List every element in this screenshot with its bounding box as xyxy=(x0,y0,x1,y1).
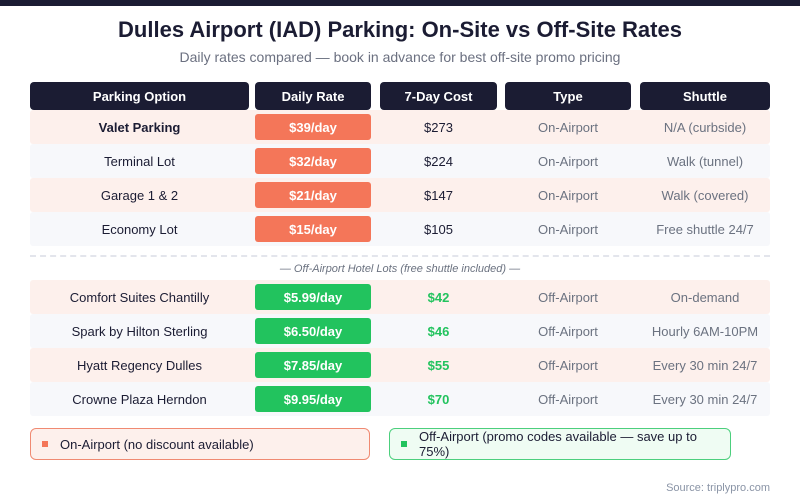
page-subtitle: Daily rates compared — book in advance f… xyxy=(179,49,621,65)
daily-rate-cell: $5.99/day xyxy=(255,280,371,314)
daily-rate-badge: $6.50/day xyxy=(255,318,371,344)
daily-rate-cell: $21/day xyxy=(255,178,371,212)
daily-rate-badge: $39/day xyxy=(255,114,371,140)
shuttle-info: N/A (curbside) xyxy=(663,119,747,135)
table-row: Hyatt Regency Dulles $7.85/day $55 Off-A… xyxy=(30,348,770,382)
legend-square-icon xyxy=(42,441,48,447)
daily-rate-cell: $32/day xyxy=(255,144,371,178)
daily-rate-cell: $9.95/day xyxy=(255,382,371,416)
shuttle-info: Hourly 6AM-10PM xyxy=(651,323,759,339)
parking-option: Hyatt Regency Dulles xyxy=(77,357,202,373)
shuttle-info: Free shuttle 24/7 xyxy=(656,221,754,237)
parking-option: Valet Parking xyxy=(98,119,181,135)
seven-day-cost: $273 xyxy=(424,119,453,135)
seven-day-cost: $105 xyxy=(424,221,453,237)
parking-type: On-Airport xyxy=(538,187,598,203)
shuttle-info: On-demand xyxy=(670,289,740,305)
source-credit: Source: triplypro.com xyxy=(666,482,770,494)
seven-day-cost: $42 xyxy=(427,289,450,305)
legend-label: Off-Airport (promo codes available — sav… xyxy=(418,429,697,459)
parking-type: Off-Airport xyxy=(538,323,598,339)
column-header-7-day-cost: 7-Day Cost xyxy=(380,82,497,110)
daily-rate-badge: $7.85/day xyxy=(255,352,371,378)
parking-option: Terminal Lot xyxy=(104,153,175,169)
parking-option: Economy Lot xyxy=(101,221,178,237)
parking-type: Off-Airport xyxy=(538,289,598,305)
table-row: Comfort Suites Chantilly $5.99/day $42 O… xyxy=(30,280,770,314)
seven-day-cost: $70 xyxy=(427,391,450,407)
daily-rate-badge: $32/day xyxy=(255,148,371,174)
table-row: Crowne Plaza Herndon $9.95/day $70 Off-A… xyxy=(30,382,770,416)
table-row: Spark by Hilton Sterling $6.50/day $46 O… xyxy=(30,314,770,348)
table-row: Garage 1 & 2 $21/day $147 On-Airport Wal… xyxy=(30,178,770,212)
column-header-parking-option: Parking Option xyxy=(30,82,249,110)
page-title: Dulles Airport (IAD) Parking: On-Site vs… xyxy=(118,17,682,42)
daily-rate-badge: $5.99/day xyxy=(255,284,371,310)
seven-day-cost: $147 xyxy=(424,187,453,203)
parking-option: Garage 1 & 2 xyxy=(100,187,179,203)
shuttle-info: Every 30 min 24/7 xyxy=(652,391,758,407)
daily-rate-badge: $15/day xyxy=(255,216,371,242)
parking-type: On-Airport xyxy=(538,153,598,169)
legend-on-airport: On-Airport (no discount available) xyxy=(30,428,370,460)
parking-type: On-Airport xyxy=(538,119,598,135)
daily-rate-cell: $39/day xyxy=(255,110,371,144)
table-row: Terminal Lot $32/day $224 On-Airport Wal… xyxy=(30,144,770,178)
shuttle-info: Walk (covered) xyxy=(661,187,749,203)
table-row: Valet Parking $39/day $273 On-Airport N/… xyxy=(30,110,770,144)
column-header-shuttle: Shuttle xyxy=(640,82,770,110)
legend-square-icon xyxy=(401,441,407,447)
parking-option: Crowne Plaza Herndon xyxy=(72,391,207,407)
daily-rate-badge: $21/day xyxy=(255,182,371,208)
parking-type: On-Airport xyxy=(538,221,598,237)
parking-type: Off-Airport xyxy=(538,391,598,407)
top-bar xyxy=(0,0,800,6)
column-header-type: Type xyxy=(505,82,631,110)
seven-day-cost: $46 xyxy=(427,323,450,339)
daily-rate-badge: $9.95/day xyxy=(255,386,371,412)
seven-day-cost: $55 xyxy=(427,357,450,373)
column-header-daily-rate: Daily Rate xyxy=(255,82,371,110)
legend-label: On-Airport (no discount available) xyxy=(60,436,254,452)
daily-rate-cell: $7.85/day xyxy=(255,348,371,382)
section-label-off-airport: — Off-Airport Hotel Lots (free shuttle i… xyxy=(279,263,521,275)
parking-option: Comfort Suites Chantilly xyxy=(69,289,210,305)
legend-off-airport: Off-Airport (promo codes available — sav… xyxy=(389,428,731,460)
table-row: Economy Lot $15/day $105 On-Airport Free… xyxy=(30,212,770,246)
shuttle-info: Every 30 min 24/7 xyxy=(652,357,758,373)
daily-rate-cell: $6.50/day xyxy=(255,314,371,348)
section-divider xyxy=(30,255,770,257)
parking-option: Spark by Hilton Sterling xyxy=(71,323,208,339)
daily-rate-cell: $15/day xyxy=(255,212,371,246)
shuttle-info: Walk (tunnel) xyxy=(666,153,744,169)
seven-day-cost: $224 xyxy=(424,153,453,169)
parking-type: Off-Airport xyxy=(538,357,598,373)
